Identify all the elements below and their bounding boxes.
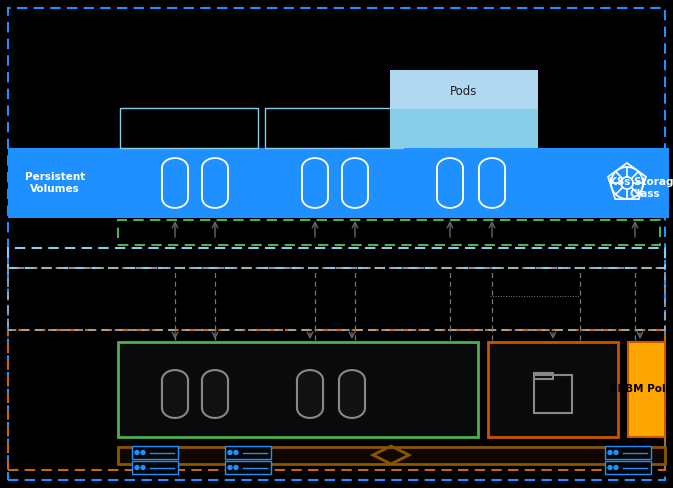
Bar [202,168,228,198]
Bar [8,248,665,268]
Bar [225,461,271,474]
Ellipse shape [202,370,228,390]
Ellipse shape [437,188,463,208]
Bar [225,446,271,459]
Bar [118,447,665,464]
Bar [265,108,403,148]
Bar [202,168,228,198]
Circle shape [141,466,145,469]
Text: Persistent
Volumes: Persistent Volumes [25,172,85,194]
Ellipse shape [162,158,188,178]
Bar [339,380,365,408]
Text: Pods: Pods [450,85,478,99]
Bar [628,148,665,218]
Bar [605,461,651,474]
Bar [628,342,665,437]
Bar [8,330,665,470]
Bar [162,168,188,198]
Ellipse shape [302,188,328,208]
Circle shape [228,466,232,469]
Bar [297,380,323,408]
Ellipse shape [437,158,463,178]
Bar [297,380,323,408]
Bar [302,168,328,198]
Bar [619,148,669,218]
Bar [437,168,463,198]
Bar [534,375,572,413]
Circle shape [234,450,238,454]
Circle shape [135,450,139,454]
Bar [605,446,651,459]
Ellipse shape [479,188,505,208]
Circle shape [614,466,618,469]
Bar [120,108,258,148]
Bar [630,148,665,218]
Text: SPBM Policy: SPBM Policy [610,385,673,394]
Bar [162,380,188,408]
Bar [302,168,328,198]
Ellipse shape [202,398,228,418]
Bar [342,168,368,198]
Ellipse shape [202,158,228,178]
Ellipse shape [339,370,365,390]
Bar [162,168,188,198]
Circle shape [141,450,145,454]
Bar [202,380,228,408]
Text: K8s Storage
Class: K8s Storage Class [609,177,673,199]
Ellipse shape [339,398,365,418]
Circle shape [608,466,612,469]
Ellipse shape [202,188,228,208]
Ellipse shape [479,158,505,178]
Ellipse shape [162,370,188,390]
Bar [390,70,538,109]
Ellipse shape [297,398,323,418]
Bar [342,168,368,198]
Ellipse shape [302,158,328,178]
Bar [162,380,188,408]
Ellipse shape [342,188,368,208]
Bar [437,168,463,198]
Bar [8,148,620,218]
Ellipse shape [162,398,188,418]
Bar [622,148,665,218]
Ellipse shape [162,188,188,208]
Bar [488,342,618,437]
Circle shape [608,450,612,454]
Circle shape [228,450,232,454]
Ellipse shape [342,158,368,178]
Bar [132,461,178,474]
Bar [118,220,660,245]
Circle shape [614,450,618,454]
Bar [118,342,478,437]
Bar [202,380,228,408]
Circle shape [135,466,139,469]
Bar [479,168,505,198]
Bar [479,168,505,198]
Circle shape [234,466,238,469]
Bar [339,380,365,408]
Bar [534,373,553,379]
Bar [390,109,538,148]
Ellipse shape [297,370,323,390]
Bar [8,268,665,330]
Bar [132,446,178,459]
